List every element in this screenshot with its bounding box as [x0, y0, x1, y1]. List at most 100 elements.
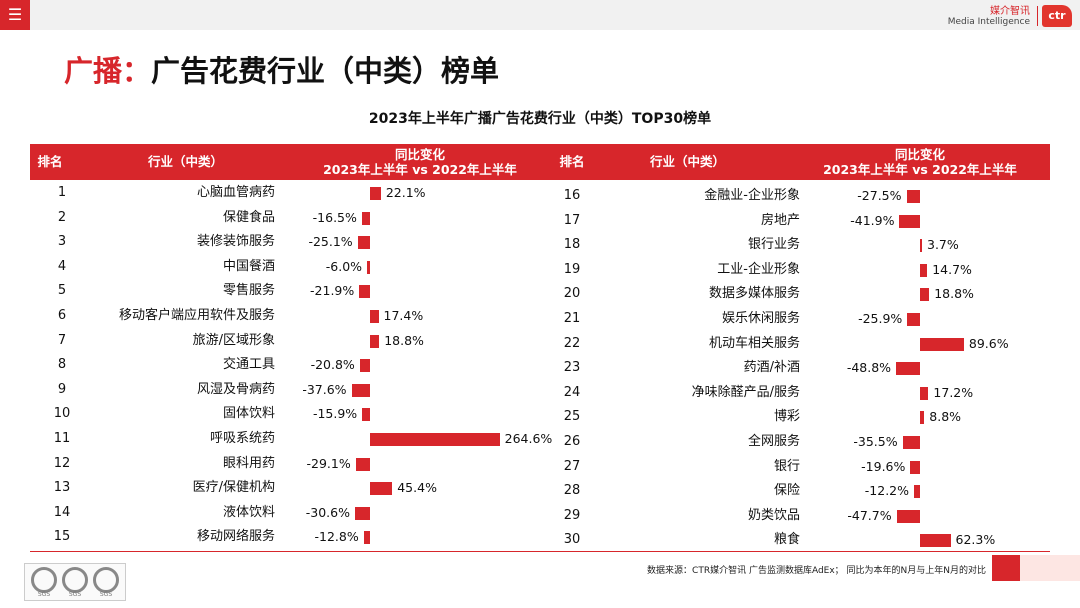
rank-cell: 12: [53, 455, 71, 471]
industry-cell: 药酒/补酒: [743, 360, 800, 376]
header-change-line1: 同比变化: [394, 147, 445, 162]
brand-divider: [1037, 6, 1038, 26]
change-bar: [370, 310, 379, 323]
table-row: 14 液体饮料 -30.6%: [0, 501, 1080, 525]
sgs-badge-label: SGS: [68, 591, 82, 598]
change-bar: [370, 482, 393, 496]
change-value: -35.5%: [853, 434, 898, 449]
top-bar: ☰ 媒介智讯 Media Intelligence ctr: [0, 0, 1080, 30]
change-value: -37.6%: [302, 381, 347, 397]
change-value: -19.6%: [861, 458, 906, 474]
rank-cell: 27: [563, 458, 581, 474]
change-bar: [920, 263, 928, 277]
change-value: 22.1%: [385, 185, 426, 200]
table-row: 29 奶类饮品 -47.7%: [0, 504, 1080, 528]
industry-cell: 移动网络服务: [196, 529, 275, 545]
table-row: 25 博彩 8.8%: [0, 405, 1080, 429]
table-row: 11 呼吸系统药 264.6%: [0, 427, 1080, 451]
change-bar: [896, 509, 920, 523]
header-change-line2: 2023年上半年 vs 2022年上半年: [323, 162, 517, 177]
change-bar: [902, 436, 920, 449]
change-value: -30.6%: [305, 504, 350, 520]
source-note: 数据来源：CTR媒介智讯 广告监测数据库AdEx； 同比为本年的N月与上年N月的…: [647, 566, 986, 576]
change-bar: [906, 190, 920, 203]
rank-cell: 28: [563, 483, 581, 499]
rank-cell: 25: [563, 409, 581, 425]
rank-cell: 17: [563, 212, 581, 228]
change-bar: [914, 485, 920, 499]
rank-cell: 23: [563, 360, 581, 376]
change-bar: [357, 236, 370, 250]
rank-cell: 3: [57, 234, 67, 250]
table-header-right: 排名 行业（中类） 同比变化 2023年上半年 vs 2022年上半年: [540, 144, 1050, 180]
industry-cell: 银行业务: [747, 237, 800, 253]
change-bar: [359, 359, 370, 373]
change-value: -15.9%: [312, 406, 358, 422]
table-row: 2 保健食品 -16.5%: [0, 206, 1080, 230]
change-value: -27.5%: [857, 188, 902, 203]
change-bar: [362, 408, 370, 422]
industry-cell: 呼吸系统药: [209, 431, 275, 446]
change-value: 17.2%: [933, 384, 974, 400]
industry-cell: 心脑血管病药: [196, 185, 275, 200]
industry-cell: 移动客户端应用软件及服务: [118, 308, 275, 323]
table-row: 18 银行业务 3.7%: [0, 233, 1080, 257]
table-row: 22 机动车相关服务 89.6%: [0, 332, 1080, 356]
sgs-badge-icon: [93, 567, 119, 593]
header-change-line1: 同比变化: [894, 147, 945, 162]
rank-cell: 4: [57, 258, 67, 274]
rank-cell: 15: [53, 529, 71, 545]
change-value: -12.2%: [864, 483, 910, 499]
change-value: -16.5%: [312, 209, 357, 225]
rank-cell: 26: [563, 434, 581, 449]
industry-cell: 银行: [773, 458, 800, 474]
sgs-badge-icon: [31, 567, 57, 593]
table-row: 1 心脑血管病药 22.1%: [0, 181, 1080, 205]
header-change: 同比变化 2023年上半年 vs 2022年上半年: [315, 147, 525, 177]
industry-cell: 液体饮料: [222, 504, 275, 520]
change-value: 18.8%: [384, 332, 424, 348]
header-change-line2: 2023年上半年 vs 2022年上半年: [823, 162, 1017, 177]
page-title-main: 广告花费行业（中类）榜单: [151, 54, 500, 88]
table-row: 21 娱乐休闲服务 -25.9%: [0, 307, 1080, 331]
industry-cell: 医疗/保健机构: [192, 480, 275, 496]
change-value: -12.8%: [314, 529, 359, 545]
ctr-logo: ctr: [1042, 5, 1072, 27]
header-change: 同比变化 2023年上半年 vs 2022年上半年: [815, 147, 1025, 177]
table-row: 10 固体饮料 -15.9%: [0, 402, 1080, 426]
change-value: -25.1%: [308, 234, 353, 250]
footer-accent-block: [992, 555, 1020, 581]
change-bar: [363, 531, 370, 545]
change-bar: [907, 313, 920, 326]
change-bar: [351, 383, 370, 397]
change-value: 3.7%: [927, 237, 959, 253]
change-bar: [359, 285, 370, 299]
change-bar: [920, 411, 925, 425]
table-row: 20 数据多媒体服务 18.8%: [0, 282, 1080, 306]
industry-cell: 旅游/区域形象: [192, 332, 275, 348]
rank-cell: 22: [563, 335, 581, 351]
table-row: 16 金融业-企业形象 -27.5%: [0, 184, 1080, 208]
change-value: -6.0%: [325, 258, 363, 274]
change-bar: [920, 534, 951, 548]
header-industry: 行业（中类）: [650, 154, 726, 169]
rank-cell: 30: [563, 532, 581, 548]
industry-cell: 粮食: [773, 532, 800, 548]
rank-cell: 16: [563, 188, 581, 203]
industry-cell: 奶类饮品: [747, 507, 800, 523]
change-bar: [920, 386, 929, 400]
industry-cell: 保险: [773, 483, 800, 499]
change-value: 8.8%: [929, 409, 962, 425]
change-value: -21.9%: [310, 283, 355, 299]
change-value: 17.4%: [383, 308, 424, 323]
hamburger-menu-icon[interactable]: ☰: [0, 0, 30, 30]
change-bar: [370, 187, 381, 200]
rank-cell: 14: [53, 504, 71, 520]
rank-cell: 24: [563, 384, 581, 400]
table-row: 5 零售服务 -21.9%: [0, 279, 1080, 303]
rank-cell: 13: [53, 480, 71, 496]
table-row: 19 工业-企业形象 14.7%: [0, 258, 1080, 282]
brand-cn: 媒介智讯: [990, 6, 1030, 17]
industry-cell: 博彩: [773, 409, 800, 425]
industry-cell: 零售服务: [222, 283, 275, 299]
